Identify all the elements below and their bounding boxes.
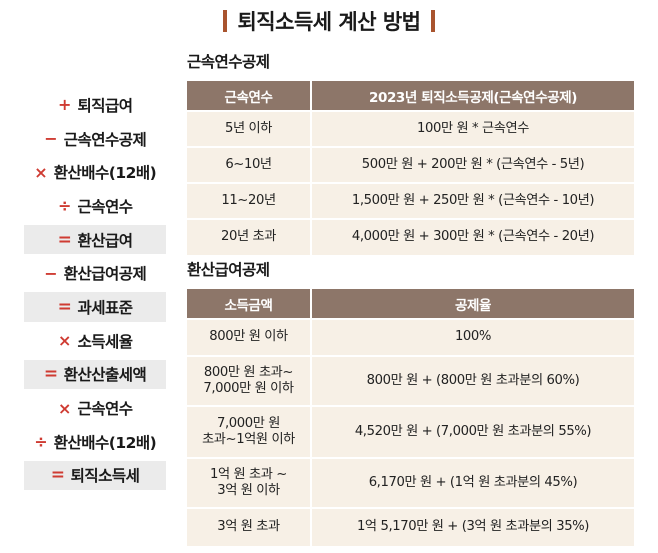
cell-line: 초과~1억원 이하: [202, 432, 295, 447]
formula-step: = 퇴직소득세: [24, 460, 166, 491]
table-cell: 100%: [311, 318, 634, 356]
formula-label: 환산급여: [77, 231, 133, 250]
formula-step: − 환산급여공제: [20, 256, 170, 290]
table-cell: 1억 원 초과 ~3억 원 이하: [187, 457, 312, 508]
table-row: 6~10년 500만 원 + 200만 원 * (근속연수 - 5년): [187, 146, 634, 183]
title-wrap: 퇴직소득세 계산 방법: [0, 6, 658, 36]
formula-label: 환산배수(12배): [53, 433, 157, 452]
formula-step: × 환산배수(12배): [20, 155, 170, 189]
formula-step: = 환산급여: [24, 224, 166, 255]
operator-symbol: =: [57, 229, 72, 250]
operator-symbol: =: [57, 296, 72, 317]
table-row: 20년 초과 4,000만 원 + 300만 원 * (근속연수 - 20년): [187, 218, 634, 255]
service-deduction-table: 근속연수 2023년 퇴직소득공제(근속연수공제) 5년 이하 100만 원 * …: [187, 81, 634, 255]
operator-symbol: ×: [58, 331, 71, 351]
operator-symbol: −: [44, 263, 58, 283]
cell-line: 800만 원 초과~: [203, 364, 294, 380]
title-left-bar: [223, 10, 228, 32]
table-cell: 800만 원 + (800만 원 초과분의 60%): [311, 355, 634, 406]
formula-label: 환산산출세액: [63, 366, 147, 385]
operator-symbol: +: [58, 95, 71, 115]
column-header: 소득금액: [187, 289, 312, 319]
table-cell: 6~10년: [187, 146, 312, 183]
table-cell: 100만 원 * 근속연수: [311, 110, 634, 147]
cell-line: 1억 원 초과 ~: [210, 466, 287, 482]
table-row: 800만 원 이하 100%: [187, 318, 634, 356]
table-cell: 1억 5,170만 원 + (3억 원 초과분의 35%): [311, 507, 634, 546]
table-cell: 5년 이하: [187, 110, 312, 147]
table-cell: 800만 원 이하: [187, 318, 312, 356]
table-cell: 500만 원 + 200만 원 * (근속연수 - 5년): [311, 146, 634, 183]
operator-symbol: ÷: [58, 196, 71, 216]
formula-label: 소득세율: [77, 332, 133, 351]
formula-step: + 퇴직급여: [20, 88, 170, 122]
table-cell: 11~20년: [187, 182, 312, 219]
formula-label: 퇴직소득세: [70, 467, 140, 486]
operator-symbol: ×: [58, 398, 71, 418]
table-row: 1억 원 초과 ~3억 원 이하 6,170만 원 + (1억 원 초과분의 45…: [187, 457, 634, 508]
page-title-group: 퇴직소득세 계산 방법: [223, 6, 435, 36]
formula-step: − 근속연수공제: [20, 122, 170, 156]
table-row: 7,000만 원 초과~1억원 이하 4,520만 원 + (7,000만 원 초과…: [187, 405, 634, 458]
operator-symbol: =: [50, 465, 65, 486]
table-cell: 4,520만 원 + (7,000만 원 초과분의 55%): [311, 405, 634, 458]
table-row: 5년 이하 100만 원 * 근속연수: [187, 110, 634, 147]
formula-step: = 과세표준: [24, 292, 166, 322]
formula-step: × 소득세율: [20, 324, 170, 358]
cell-line: 3억 원 이하: [217, 483, 280, 498]
table-cell: 1,500만 원 + 250만 원 * (근속연수 - 10년): [311, 182, 634, 219]
table-cell: 6,170만 원 + (1억 원 초과분의 45%): [311, 457, 634, 508]
formula-step: = 환산산출세액: [24, 359, 166, 390]
table-cell: 7,000만 원 초과~1억원 이하: [187, 405, 312, 458]
column-header: 근속연수: [187, 81, 312, 111]
converted-deduction-title: 환산급여공제: [187, 261, 270, 279]
title-right-bar: [430, 10, 435, 32]
formula-label: 환산급여공제: [63, 265, 147, 284]
table-row: 11~20년 1,500만 원 + 250만 원 * (근속연수 - 10년): [187, 182, 634, 219]
table-cell: 4,000만 원 + 300만 원 * (근속연수 - 20년): [311, 218, 634, 255]
converted-deduction-table: 소득금액 공제율 800만 원 이하 100% 800만 원 초과~ 7,000만 원…: [187, 289, 634, 546]
operator-symbol: −: [44, 129, 58, 149]
formula-step: ÷ 근속연수: [20, 189, 170, 223]
table-row: 3억 원 초과 1억 5,170만 원 + (3억 원 초과분의 35%): [187, 507, 634, 546]
cell-line: 800만 원 이하: [209, 329, 288, 345]
formula-list: + 퇴직급여 − 근속연수공제 × 환산배수(12배) ÷ 근속연수 = 환산급여 − 환산급여공제 =…: [20, 88, 170, 492]
formula-label: 근속연수: [77, 197, 133, 216]
table-cell: 3억 원 초과: [187, 507, 312, 546]
formula-label: 근속연수: [77, 400, 133, 419]
column-header: 2023년 퇴직소득공제(근속연수공제): [311, 81, 634, 111]
formula-label: 환산배수(12배): [53, 164, 157, 183]
formula-label: 퇴직급여: [77, 96, 133, 115]
column-header: 공제율: [311, 289, 634, 319]
formula-step: ÷ 환산배수(12배): [20, 425, 170, 459]
service-deduction-title: 근속연수공제: [187, 53, 270, 71]
cell-line: 3억 원 초과: [217, 519, 280, 535]
formula-step: × 근속연수: [20, 391, 170, 425]
table-header-row: 소득금액 공제율: [187, 289, 634, 319]
operator-symbol: ÷: [34, 432, 48, 452]
table-header-row: 근속연수 2023년 퇴직소득공제(근속연수공제): [187, 81, 634, 111]
operator-symbol: ×: [34, 162, 48, 182]
operator-symbol: =: [43, 364, 58, 385]
cell-line: 7,000만 원 이하: [203, 381, 294, 396]
page-title: 퇴직소득세 계산 방법: [237, 10, 421, 34]
cell-line: 7,000만 원: [216, 415, 280, 431]
formula-label: 과세표준: [77, 298, 133, 317]
table-row: 800만 원 초과~ 7,000만 원 이하 800만 원 + (800만 원 초과…: [187, 355, 634, 406]
formula-label: 근속연수공제: [63, 130, 147, 149]
table-cell: 20년 초과: [187, 218, 312, 255]
table-cell: 800만 원 초과~ 7,000만 원 이하: [187, 355, 312, 406]
